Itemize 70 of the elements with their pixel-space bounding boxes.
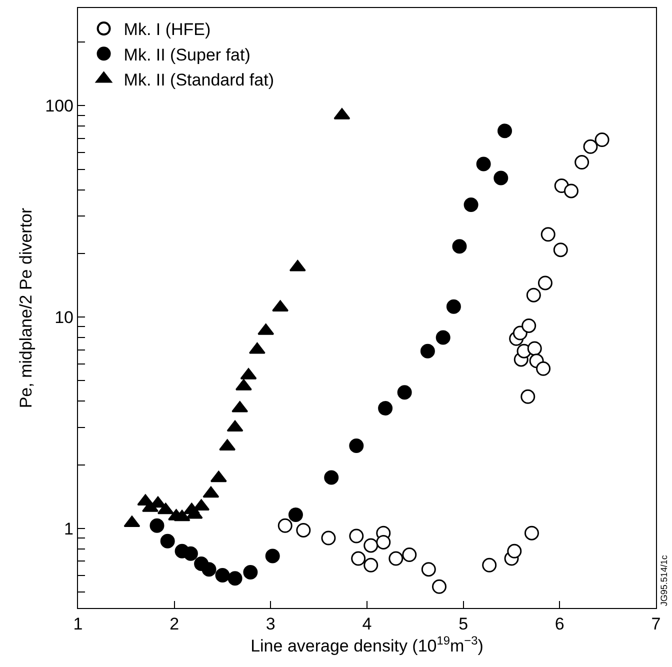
legend-label: Mk. II (Super fat) (124, 45, 250, 64)
point (226, 420, 244, 432)
point (174, 510, 190, 522)
x-tick-label: 2 (170, 614, 180, 634)
point (124, 516, 140, 528)
point (420, 344, 435, 358)
point (183, 546, 198, 561)
point (436, 330, 450, 345)
point (432, 579, 446, 594)
point (564, 184, 578, 198)
point (526, 288, 541, 302)
point (243, 565, 258, 580)
point (202, 486, 220, 498)
point (527, 341, 542, 356)
point (402, 548, 417, 562)
point (476, 156, 491, 172)
point (210, 470, 227, 482)
x-tick-label: 5 (458, 614, 468, 634)
point (378, 401, 393, 416)
point (583, 139, 598, 154)
point (536, 361, 551, 376)
point (538, 276, 552, 290)
point (215, 568, 230, 583)
point (446, 299, 461, 314)
point (351, 551, 366, 566)
point (364, 558, 378, 572)
point (265, 548, 280, 564)
y-tick-label: 1 (64, 519, 74, 538)
point (202, 562, 216, 577)
point (421, 562, 436, 577)
point (321, 530, 336, 546)
point (296, 522, 311, 538)
point (522, 318, 536, 333)
point (452, 239, 467, 254)
point (520, 389, 536, 404)
x-tick-label: 6 (554, 614, 564, 634)
point (524, 526, 539, 540)
point (594, 132, 610, 148)
point (288, 508, 303, 522)
x-tick-label: 4 (362, 614, 372, 634)
x-axis-title: Line average density (10$^{19}$m$^{−3}$) (250, 634, 484, 656)
point (278, 518, 292, 533)
point (228, 571, 242, 586)
point (498, 124, 512, 138)
point (494, 170, 508, 186)
point (464, 197, 478, 212)
point (540, 227, 556, 242)
point (388, 551, 404, 566)
point (507, 544, 522, 558)
point (157, 502, 174, 514)
point (349, 438, 364, 454)
point (574, 155, 590, 170)
y-axis-title: Pe, midplane/2 Pe divertor (16, 208, 36, 408)
x-tick-label: 7 (651, 614, 661, 634)
point (397, 385, 412, 400)
point (219, 439, 236, 451)
text: JG95.514/1c (659, 554, 670, 606)
point (324, 470, 339, 485)
point (150, 518, 164, 533)
y-tick-label: 10 (54, 308, 74, 327)
legend-label: Mk. II (Standard fat) (124, 70, 274, 90)
point (364, 538, 378, 553)
x-tick-label: 3 (266, 614, 276, 634)
point (160, 534, 175, 548)
point (376, 534, 391, 550)
point (482, 558, 497, 572)
point (553, 242, 568, 258)
y-tick-label: 100 (45, 96, 74, 116)
point (349, 528, 364, 544)
legend-label: Mk. I (HFE) (124, 20, 211, 40)
